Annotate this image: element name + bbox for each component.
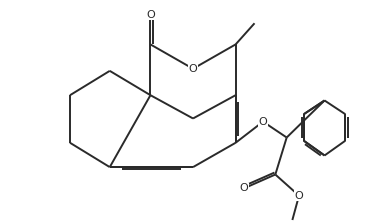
Text: O: O <box>295 191 303 201</box>
Text: O: O <box>259 117 267 127</box>
Text: O: O <box>188 64 197 74</box>
Text: O: O <box>240 183 248 193</box>
Text: O: O <box>146 10 155 20</box>
